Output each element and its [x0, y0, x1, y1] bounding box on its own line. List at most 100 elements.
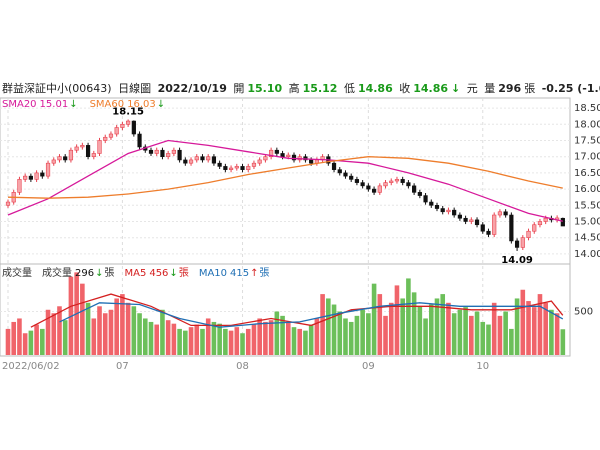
x-tick-label: 10 — [476, 361, 489, 372]
volume-bar — [308, 324, 314, 355]
candle-body — [291, 154, 297, 161]
candle-body — [537, 221, 543, 226]
candle-body — [389, 180, 394, 183]
candle-body — [5, 201, 11, 206]
candle-body — [480, 224, 485, 232]
candle-body — [309, 159, 314, 164]
candle-body — [57, 156, 62, 161]
volume-bar — [514, 298, 520, 355]
volume-bar — [474, 311, 480, 355]
candle-body — [526, 230, 531, 239]
candle-body — [337, 169, 342, 174]
candle-body — [457, 214, 462, 219]
y-tick-label: 500 — [574, 307, 593, 318]
candle-body — [148, 149, 154, 154]
volume-bar — [183, 330, 188, 355]
volume-bar — [526, 301, 531, 355]
volume-bar — [137, 313, 142, 355]
volume-bar — [303, 330, 308, 355]
volume-bar — [125, 302, 131, 355]
candle-body — [406, 182, 411, 187]
volume-bar — [320, 294, 325, 355]
volume-bar — [22, 333, 28, 355]
volume-bar — [268, 320, 274, 355]
label: 高 — [288, 82, 300, 95]
candle-body — [34, 172, 39, 180]
legend-value: 415 — [230, 268, 249, 279]
volume-bar — [291, 327, 297, 355]
y-tick-label: 17.00 — [574, 152, 600, 163]
volume-bar — [423, 318, 428, 355]
volume-bar — [469, 315, 474, 355]
volume-bar — [297, 328, 303, 355]
volume-bar — [503, 311, 508, 355]
y-tick-label: 14.50 — [574, 233, 600, 244]
volume-bar — [491, 302, 497, 355]
legend-value: 15.01 — [40, 99, 69, 110]
candle-body — [331, 162, 337, 170]
candle-body — [126, 120, 131, 125]
volume-bar — [486, 324, 491, 355]
candle-body — [251, 162, 257, 167]
volume-bar — [343, 318, 348, 355]
volume-bar — [406, 278, 411, 355]
volume-bar — [223, 328, 228, 355]
candle-body — [183, 159, 188, 164]
candle-body — [108, 133, 114, 138]
candle-body — [74, 146, 79, 151]
volume-bar — [51, 313, 57, 355]
volume-bar — [228, 330, 234, 355]
candle-body — [360, 182, 365, 187]
legend-arrow: ↓ — [157, 99, 165, 110]
volume-bar — [154, 324, 160, 355]
candle-body — [194, 156, 199, 161]
candle-body — [206, 156, 211, 161]
volume-bar — [560, 329, 566, 355]
volume-bar — [240, 333, 245, 355]
period: 日線圖 — [118, 82, 152, 95]
volume-bar — [543, 302, 548, 355]
volume-bar — [205, 318, 211, 355]
candle-body — [257, 159, 262, 164]
candle-body — [486, 230, 491, 235]
y-tick-label: 18.00 — [574, 119, 600, 130]
candle-body — [520, 237, 525, 248]
volume-bar — [97, 306, 102, 355]
volume-bar — [394, 285, 400, 355]
volume-bar — [366, 313, 371, 355]
volume-bar — [520, 289, 526, 355]
candle-body — [532, 224, 537, 232]
volume-bar — [177, 328, 182, 355]
close: 14.86 — [413, 82, 449, 95]
y-tick-label: 16.50 — [574, 168, 600, 179]
legend-name: SMA60 — [90, 99, 125, 110]
legend-unit: 張 — [260, 267, 270, 279]
x-tick-label: 08 — [236, 361, 249, 372]
candle-body — [503, 211, 508, 216]
candle-body — [412, 185, 417, 193]
volume-bar — [554, 313, 560, 355]
label: 開 — [233, 82, 245, 95]
candle-body — [383, 182, 388, 187]
legend-arrow: ↓ — [95, 268, 103, 279]
ma-line — [30, 293, 564, 328]
x-tick-label: 07 — [116, 361, 129, 372]
volume-bar — [285, 321, 291, 355]
candle-body — [263, 156, 268, 161]
volume-bar — [326, 298, 331, 355]
volume-bar — [188, 327, 194, 355]
header: 群益深証中小(00643) 日線圖 2022/10/19 開 15.10 高 15.… — [2, 80, 600, 96]
volume-bar — [165, 320, 171, 355]
ma-line — [59, 302, 564, 328]
volume-bar — [314, 318, 320, 355]
arrow: ↓ — [451, 82, 461, 95]
candle-body — [280, 153, 285, 158]
volume-bar — [377, 294, 383, 355]
candle-body — [23, 175, 28, 180]
high: 15.12 — [302, 82, 338, 95]
volume-bar — [451, 313, 457, 355]
volume-bar — [28, 330, 34, 355]
volume-bar — [257, 318, 262, 355]
